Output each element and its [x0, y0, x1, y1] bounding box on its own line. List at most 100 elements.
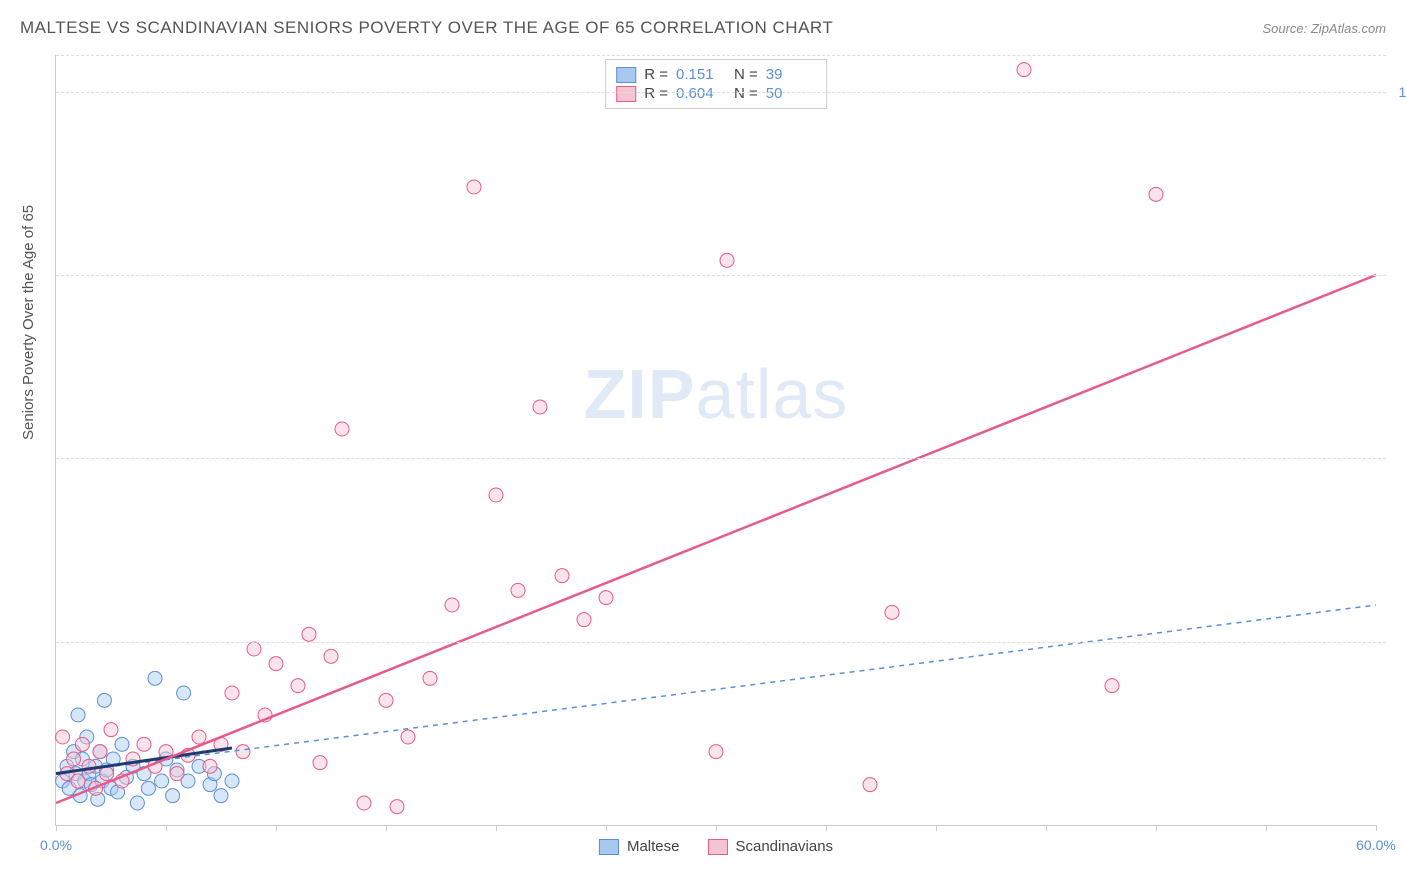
data-point	[115, 737, 129, 751]
legend-item: Maltese	[599, 838, 680, 855]
r-value: 0.604	[676, 85, 726, 102]
data-point	[401, 730, 415, 744]
data-point	[148, 671, 162, 685]
x-tick	[386, 825, 387, 831]
data-point	[885, 605, 899, 619]
data-point	[177, 686, 191, 700]
r-label: R =	[644, 66, 668, 83]
data-point	[166, 789, 180, 803]
data-point	[75, 737, 89, 751]
data-point	[170, 767, 184, 781]
data-point	[97, 693, 111, 707]
data-point	[155, 774, 169, 788]
n-label: N =	[734, 85, 758, 102]
legend-swatch	[707, 839, 727, 855]
data-point	[236, 745, 250, 759]
data-point	[335, 422, 349, 436]
x-tick	[276, 825, 277, 831]
x-tick	[826, 825, 827, 831]
data-point	[555, 569, 569, 583]
data-point	[104, 723, 118, 737]
data-point	[82, 759, 96, 773]
data-point	[357, 796, 371, 810]
r-value: 0.151	[676, 66, 726, 83]
x-tick	[496, 825, 497, 831]
chart-title: MALTESE VS SCANDINAVIAN SENIORS POVERTY …	[20, 18, 833, 38]
legend-label: Scandinavians	[735, 838, 833, 855]
x-tick	[716, 825, 717, 831]
y-tick-label: 25.0%	[1386, 634, 1406, 650]
legend-swatch	[616, 86, 636, 102]
n-value: 50	[766, 85, 816, 102]
r-label: R =	[644, 85, 668, 102]
x-tick	[606, 825, 607, 831]
data-point	[467, 180, 481, 194]
legend-swatch	[616, 67, 636, 83]
data-point	[71, 708, 85, 722]
data-point	[71, 774, 85, 788]
data-point	[1149, 187, 1163, 201]
data-point	[141, 781, 155, 795]
y-axis-label: Seniors Poverty Over the Age of 65	[20, 205, 37, 440]
data-point	[1017, 63, 1031, 77]
trend-line	[56, 275, 1376, 803]
x-tick-label: 60.0%	[1356, 837, 1396, 853]
plot-area: ZIPatlas R =0.151N =39R =0.604N =50 Malt…	[55, 55, 1376, 826]
data-point	[379, 693, 393, 707]
gridline	[56, 275, 1386, 276]
data-point	[100, 767, 114, 781]
legend-stats: R = 0.151 N = 39 R = 0.604 N = 50	[605, 59, 827, 109]
x-tick-label: 0.0%	[40, 837, 72, 853]
y-tick-label: 100.0%	[1386, 84, 1406, 100]
data-point	[247, 642, 261, 656]
x-tick	[166, 825, 167, 831]
x-tick	[56, 825, 57, 831]
y-tick-label: 50.0%	[1386, 450, 1406, 466]
legend-label: Maltese	[627, 838, 680, 855]
data-point	[192, 730, 206, 744]
gridline	[56, 92, 1386, 93]
data-point	[577, 613, 591, 627]
data-point	[511, 583, 525, 597]
data-point	[390, 800, 404, 814]
n-value: 39	[766, 66, 816, 83]
data-point	[214, 789, 228, 803]
scatter-svg	[56, 55, 1376, 825]
legend-series: Maltese Scandinavians	[599, 838, 833, 855]
data-point	[130, 796, 144, 810]
x-tick	[1156, 825, 1157, 831]
x-tick	[1376, 825, 1377, 831]
data-point	[225, 774, 239, 788]
data-point	[324, 649, 338, 663]
data-point	[313, 756, 327, 770]
data-point	[709, 745, 723, 759]
gridline	[56, 458, 1386, 459]
data-point	[533, 400, 547, 414]
data-point	[302, 627, 316, 641]
legend-stat-row: R = 0.151 N = 39	[616, 66, 816, 83]
x-tick	[1266, 825, 1267, 831]
x-tick	[936, 825, 937, 831]
data-point	[599, 591, 613, 605]
data-point	[291, 679, 305, 693]
data-point	[203, 759, 217, 773]
data-point	[1105, 679, 1119, 693]
n-label: N =	[734, 66, 758, 83]
x-tick	[1046, 825, 1047, 831]
legend-swatch	[599, 839, 619, 855]
source-label: Source: ZipAtlas.com	[1262, 21, 1386, 36]
data-point	[67, 752, 81, 766]
data-point	[489, 488, 503, 502]
data-point	[720, 253, 734, 267]
data-point	[423, 671, 437, 685]
data-point	[863, 778, 877, 792]
data-point	[56, 730, 70, 744]
gridline	[56, 642, 1386, 643]
data-point	[137, 737, 151, 751]
y-tick-label: 75.0%	[1386, 267, 1406, 283]
data-point	[93, 745, 107, 759]
data-point	[445, 598, 459, 612]
data-point	[269, 657, 283, 671]
legend-item: Scandinavians	[707, 838, 833, 855]
legend-stat-row: R = 0.604 N = 50	[616, 85, 816, 102]
